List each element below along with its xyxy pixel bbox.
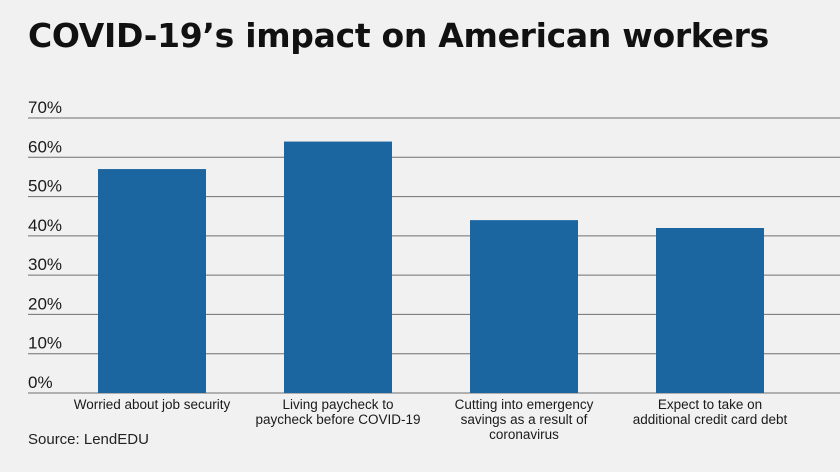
y-tick-label: 70% bbox=[28, 98, 62, 117]
bar bbox=[284, 141, 392, 393]
x-category-label-line: Expect to take on bbox=[658, 397, 762, 412]
bar bbox=[98, 169, 206, 393]
x-category-label: Living paycheck to paycheck before COVID-… bbox=[255, 397, 420, 427]
x-category-label: Worried about job security bbox=[74, 397, 231, 412]
x-category-label-line: savings as a result of bbox=[461, 412, 588, 427]
chart-title: COVID-19’s impact on American workers bbox=[28, 16, 769, 55]
y-tick-label: 0% bbox=[28, 373, 53, 392]
y-tick-label: 20% bbox=[28, 294, 62, 313]
x-category-label-line: Living paycheck to bbox=[282, 397, 393, 412]
x-category-label-line: Cutting into emergency bbox=[455, 397, 594, 412]
x-axis-labels: Worried about job security Living paychec… bbox=[74, 397, 788, 442]
bar bbox=[470, 220, 578, 393]
x-category-label: Expect to take on additional credit card … bbox=[633, 397, 788, 427]
x-category-label-line: additional credit card debt bbox=[633, 412, 788, 427]
bar bbox=[656, 228, 764, 393]
y-tick-label: 10% bbox=[28, 334, 62, 353]
y-tick-label: 60% bbox=[28, 137, 62, 156]
y-tick-label: 50% bbox=[28, 177, 62, 196]
x-category-label: Cutting into emergency savings as a resul… bbox=[455, 397, 594, 442]
bars bbox=[98, 141, 764, 393]
x-category-label-line: coronavirus bbox=[489, 427, 559, 442]
source-note: Source: LendEDU bbox=[28, 431, 149, 448]
y-axis-labels: 0% 10% 20% 30% 40% 50% 60% 70% bbox=[28, 98, 62, 392]
y-tick-label: 40% bbox=[28, 216, 62, 235]
x-category-label-line: paycheck before COVID-19 bbox=[255, 412, 420, 427]
x-category-label-line: Worried about job security bbox=[74, 397, 231, 412]
y-tick-label: 30% bbox=[28, 255, 62, 274]
